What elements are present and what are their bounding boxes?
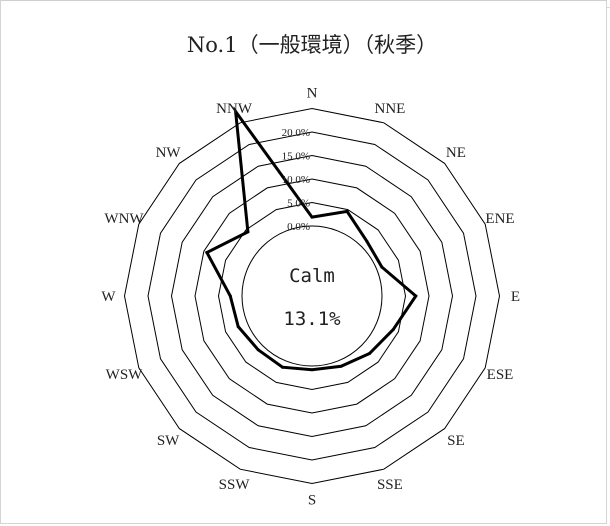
direction-label-nw: NW <box>156 145 182 161</box>
direction-label-e: E <box>511 289 520 305</box>
direction-label-ne: NE <box>446 145 466 161</box>
radial-tick-label: 5.0% <box>287 198 310 210</box>
direction-label-ssw: SSW <box>219 477 251 493</box>
direction-label-sse: SSE <box>377 477 403 493</box>
data-point-ssw <box>281 365 284 369</box>
grid-ring <box>194 178 430 414</box>
direction-label-sw: SW <box>157 433 180 449</box>
data-point-nne <box>345 209 349 213</box>
data-point-sw <box>256 348 260 352</box>
data-point-sse <box>339 364 343 368</box>
calm-circle <box>241 225 383 367</box>
data-point-w <box>228 294 232 298</box>
grid-ring <box>217 201 407 391</box>
data-point-nw <box>246 230 250 234</box>
direction-label-nne: NNE <box>374 101 405 117</box>
direction-label-wsw: WSW <box>106 367 144 383</box>
data-point-wnw <box>205 251 209 254</box>
direction-label-se: SE <box>447 433 465 449</box>
radial-tick-label: 0.0% <box>287 221 310 233</box>
data-point-ese <box>391 328 395 332</box>
data-point-ne <box>365 239 369 243</box>
direction-label-s: S <box>308 493 316 509</box>
grid-ring <box>123 107 501 485</box>
direction-label-wnw: WNW <box>104 211 144 227</box>
data-point-wsw <box>236 325 240 329</box>
direction-label-n: N <box>307 86 318 102</box>
data-point-ene <box>380 265 384 269</box>
direction-label-ese: ESE <box>487 367 514 383</box>
grid-ring <box>170 154 454 438</box>
data-point-nnw <box>234 110 238 113</box>
data-point-s <box>310 368 314 372</box>
grid-ring <box>147 131 477 461</box>
chart-title: No.1（一般環境）（秋季） <box>187 33 437 57</box>
data-point-e <box>414 294 418 298</box>
direction-label-ene: ENE <box>485 211 514 227</box>
radial-tick-label: 15.0% <box>282 151 310 163</box>
radial-tick-label: 20.0% <box>282 127 310 139</box>
data-point-n <box>310 215 314 219</box>
calm-label: Calm <box>289 265 335 287</box>
direction-label-w: W <box>101 289 116 305</box>
radial-tick-label: 10.0% <box>282 174 310 186</box>
calm-value: 13.1% <box>283 308 341 330</box>
data-point-se <box>368 352 371 355</box>
direction-label-nnw: NNW <box>216 101 253 117</box>
